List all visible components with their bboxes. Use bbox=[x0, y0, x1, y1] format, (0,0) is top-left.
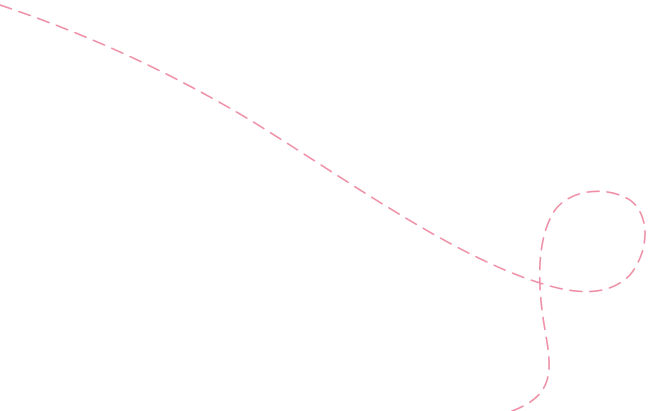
decorative-dashed-curve bbox=[0, 4, 646, 411]
